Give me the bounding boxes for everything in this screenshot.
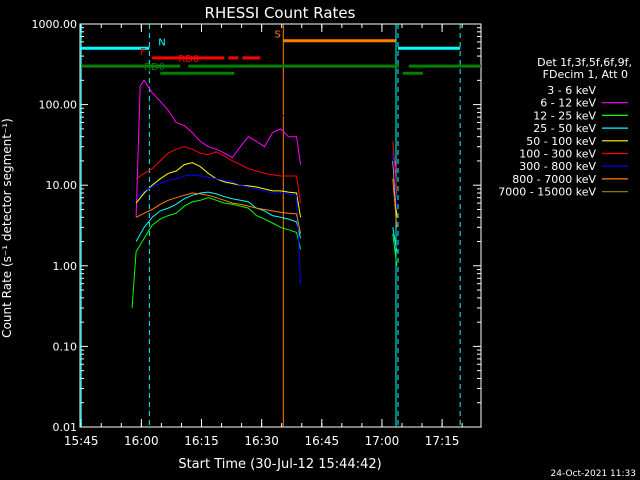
x-axis-label: Start Time (30-Jul-12 15:44:42) [178,457,381,472]
legend-entry-label: 100 - 300 keV [519,148,596,161]
y-tick-label: 0.10 [53,340,78,353]
x-tick-label: 16:00 [124,434,159,448]
y-tick-label: 10.00 [46,179,78,192]
series-line [135,160,398,218]
y-tick-label: 1.00 [53,260,78,273]
legend-entry-label: 3 - 6 keV [547,84,596,97]
plot-area: 0.01 0.10 1.00 10.00 100.00 1000.00 15:45 16:00… [32,18,482,448]
legend-entry-label: 25 - 50 keV [533,122,596,135]
y-tick-label: 0.01 [53,421,78,434]
y-tick-label: 100.00 [39,99,78,112]
legend-header-line-2: FDecim 1, Att 0 [543,68,628,81]
flag-bar-label: RD0 [144,62,165,73]
flag-bar-label: N [158,37,165,48]
chart-title: RHESSI Count Rates [205,4,356,22]
legend-entry-label: 300 - 800 keV [519,160,596,173]
x-tick-label: 17:15 [425,434,460,448]
y-axis-label: Count Rate (s⁻¹ detector segment⁻¹) [0,118,14,338]
legend-entry-label: 50 - 100 keV [526,135,596,148]
render-timestamp: 24-Oct-2021 11:33 [551,469,636,479]
x-tick-label: 17:00 [365,434,400,448]
series-line [131,197,398,308]
y-tick-label: 1000.00 [32,18,78,31]
legend-entry-label: 12 - 25 keV [533,109,596,122]
x-tick-label: 16:30 [244,434,279,448]
x-tick-label: 15:45 [64,434,99,448]
flag-bar-label: S [274,30,280,41]
flag-bar-label: F [140,47,146,58]
axis-frame [79,23,482,428]
series-line [135,153,398,284]
series-group [131,67,398,308]
flag-bar-label: RD0 [178,54,199,65]
series-line [135,191,398,252]
series-line [135,141,398,204]
x-tick-label: 16:15 [184,434,219,448]
legend-entry-label: 6 - 12 keV [540,97,596,110]
legend-entry-label: 7000 - 15000 keV [498,186,596,199]
legend-entry-label: 800 - 7000 keV [512,173,596,186]
series-line [135,178,398,234]
legend-header-line-1: Det 1f,3f,5f,6f,9f, [537,56,632,69]
x-tick-label: 16:45 [305,434,340,448]
